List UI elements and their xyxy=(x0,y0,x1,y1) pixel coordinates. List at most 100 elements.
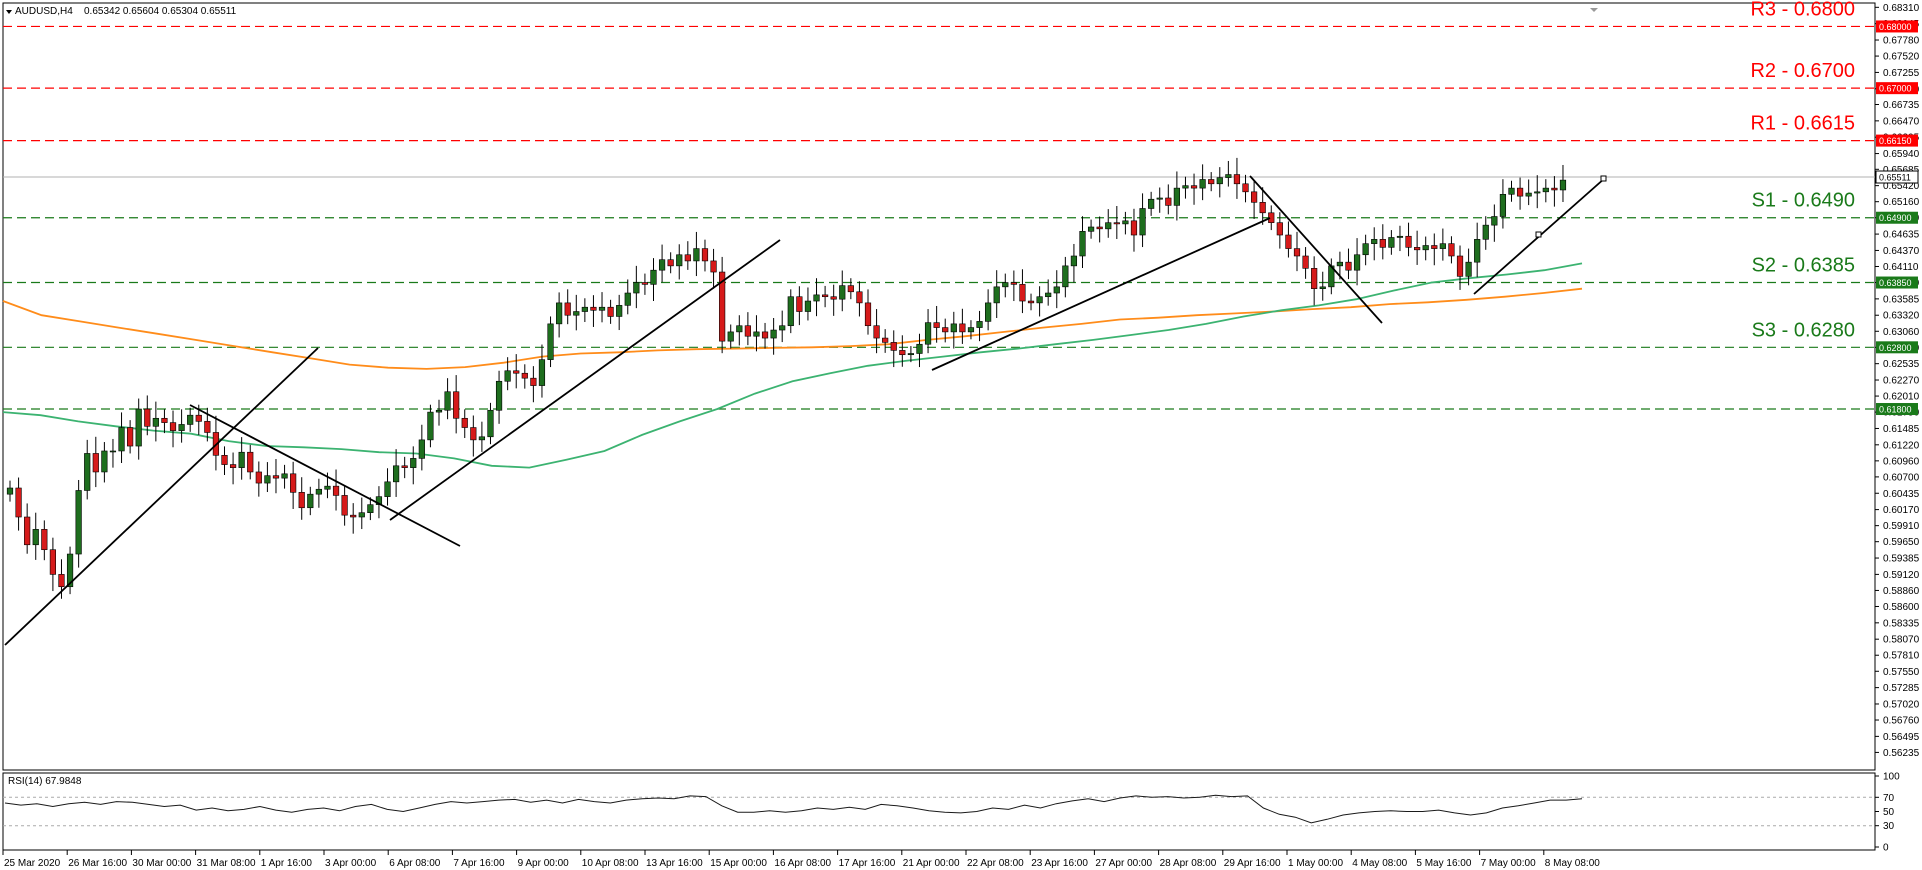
candle-body xyxy=(616,305,623,317)
x-tick-label: 29 Apr 16:00 xyxy=(1224,858,1281,869)
collapse-arrow-icon[interactable] xyxy=(1590,8,1598,12)
candle-body xyxy=(581,306,588,312)
y-axis-main: 0.683100.680450.677800.675200.672550.669… xyxy=(1875,3,1920,759)
candle-body xyxy=(1087,226,1095,232)
candle-body xyxy=(1465,261,1472,277)
y-tick-label: 0.63060 xyxy=(1883,327,1920,338)
candle-body xyxy=(1439,243,1446,249)
candle-body xyxy=(1019,284,1026,302)
candle-body xyxy=(1362,243,1369,256)
y-tick-label: 0.63320 xyxy=(1883,311,1920,322)
candle-body xyxy=(1302,255,1309,269)
candle-body xyxy=(1542,187,1549,193)
last-price-tag-text: 0.65511 xyxy=(1879,173,1911,183)
y-tick-label: 0.57810 xyxy=(1883,651,1920,662)
level-price-tag-text: 0.61800 xyxy=(1879,405,1912,415)
y-tick-label: 0.64370 xyxy=(1883,246,1920,257)
trend-line xyxy=(4,347,319,646)
candle-body xyxy=(1414,247,1421,251)
x-tick-label: 28 Apr 08:00 xyxy=(1160,858,1217,869)
candle-body xyxy=(1130,220,1138,236)
candle-body xyxy=(744,325,751,337)
candle-body xyxy=(1027,300,1035,304)
candle-body xyxy=(281,473,288,479)
candle-body xyxy=(6,487,14,495)
candle-body xyxy=(1559,179,1567,191)
candle-body xyxy=(556,302,563,325)
candle-body xyxy=(504,370,511,382)
candle-body xyxy=(1319,286,1326,289)
candle-body xyxy=(264,475,271,484)
candle-body xyxy=(779,325,786,331)
y-tick-label: 0.59910 xyxy=(1883,521,1920,532)
candle-body xyxy=(229,464,237,468)
level-price-tag-text: 0.68000 xyxy=(1879,22,1912,32)
candle-body xyxy=(813,294,820,302)
candle-body xyxy=(1379,239,1386,248)
candle-body xyxy=(350,514,357,518)
trend-line-handle[interactable] xyxy=(1600,175,1607,182)
candle-body xyxy=(161,417,168,423)
symbol-dropdown-icon[interactable] xyxy=(6,10,12,14)
x-tick-label: 8 May 08:00 xyxy=(1545,858,1600,869)
trend-lines xyxy=(4,175,1607,646)
candle-body xyxy=(1499,193,1507,217)
candle-body xyxy=(753,331,760,337)
y-tick-label: 0.65685 xyxy=(1883,165,1920,176)
candle-body xyxy=(221,455,228,465)
trend-line xyxy=(931,217,1271,371)
candle-body xyxy=(307,493,314,509)
y-tick-label: 0.63585 xyxy=(1883,294,1920,305)
candle-body xyxy=(959,323,966,333)
candle-body xyxy=(1242,183,1249,193)
x-tick-label: 27 Apr 00:00 xyxy=(1095,858,1152,869)
candle-body xyxy=(92,453,99,473)
candle-body xyxy=(770,329,777,339)
candle-body xyxy=(804,300,812,312)
candle-body xyxy=(247,451,254,473)
candle-body xyxy=(1534,191,1541,194)
x-tick-label: 15 Apr 00:00 xyxy=(710,858,767,869)
candle-body xyxy=(658,259,666,271)
rsi-label: RSI(14) 67.9848 xyxy=(8,776,82,787)
y-tick-label: 0.59385 xyxy=(1883,554,1920,565)
candle-body xyxy=(590,306,597,311)
x-tick-label: 9 Apr 00:00 xyxy=(518,858,570,869)
candle-body xyxy=(195,414,202,422)
x-tick-label: 1 Apr 16:00 xyxy=(261,858,313,869)
candle-body xyxy=(916,343,923,354)
candle-body xyxy=(272,475,280,479)
candle-body xyxy=(1311,268,1318,289)
moving-average-orange xyxy=(2,287,1583,370)
level-price-tag-text: 0.66150 xyxy=(1879,136,1912,146)
candle-body xyxy=(701,248,709,262)
trend-line-handle[interactable] xyxy=(1535,231,1542,238)
candle-body xyxy=(1062,265,1069,288)
candle-body xyxy=(204,421,211,433)
x-tick-label: 23 Apr 16:00 xyxy=(1031,858,1088,869)
candle-body xyxy=(1516,187,1524,197)
candle-body xyxy=(435,409,443,413)
x-tick-label: 7 May 00:00 xyxy=(1481,858,1536,869)
candle-body xyxy=(796,296,803,312)
candle-body xyxy=(942,327,949,333)
candle-body xyxy=(444,391,451,411)
candle-body xyxy=(109,450,117,453)
y-tick-label: 0.65160 xyxy=(1883,197,1920,208)
level-label: S2 - 0.6385 xyxy=(1752,255,1855,277)
x-tick-label: 22 Apr 08:00 xyxy=(967,858,1024,869)
x-tick-label: 4 May 08:00 xyxy=(1352,858,1407,869)
candle-body xyxy=(667,259,674,267)
candle-body xyxy=(693,248,700,262)
candle-body xyxy=(392,465,400,483)
candle-body xyxy=(1259,202,1266,214)
y-tick-label: 0.62535 xyxy=(1883,359,1920,370)
y-tick-label: 0.60700 xyxy=(1883,472,1920,483)
y-tick-label: 0.58335 xyxy=(1883,618,1920,629)
candle-body xyxy=(573,311,580,316)
candle-body xyxy=(530,377,537,386)
rsi-tick-label: 0 xyxy=(1883,843,1889,854)
level-price-tag-text: 0.64900 xyxy=(1879,213,1912,223)
candle-body xyxy=(255,471,262,484)
